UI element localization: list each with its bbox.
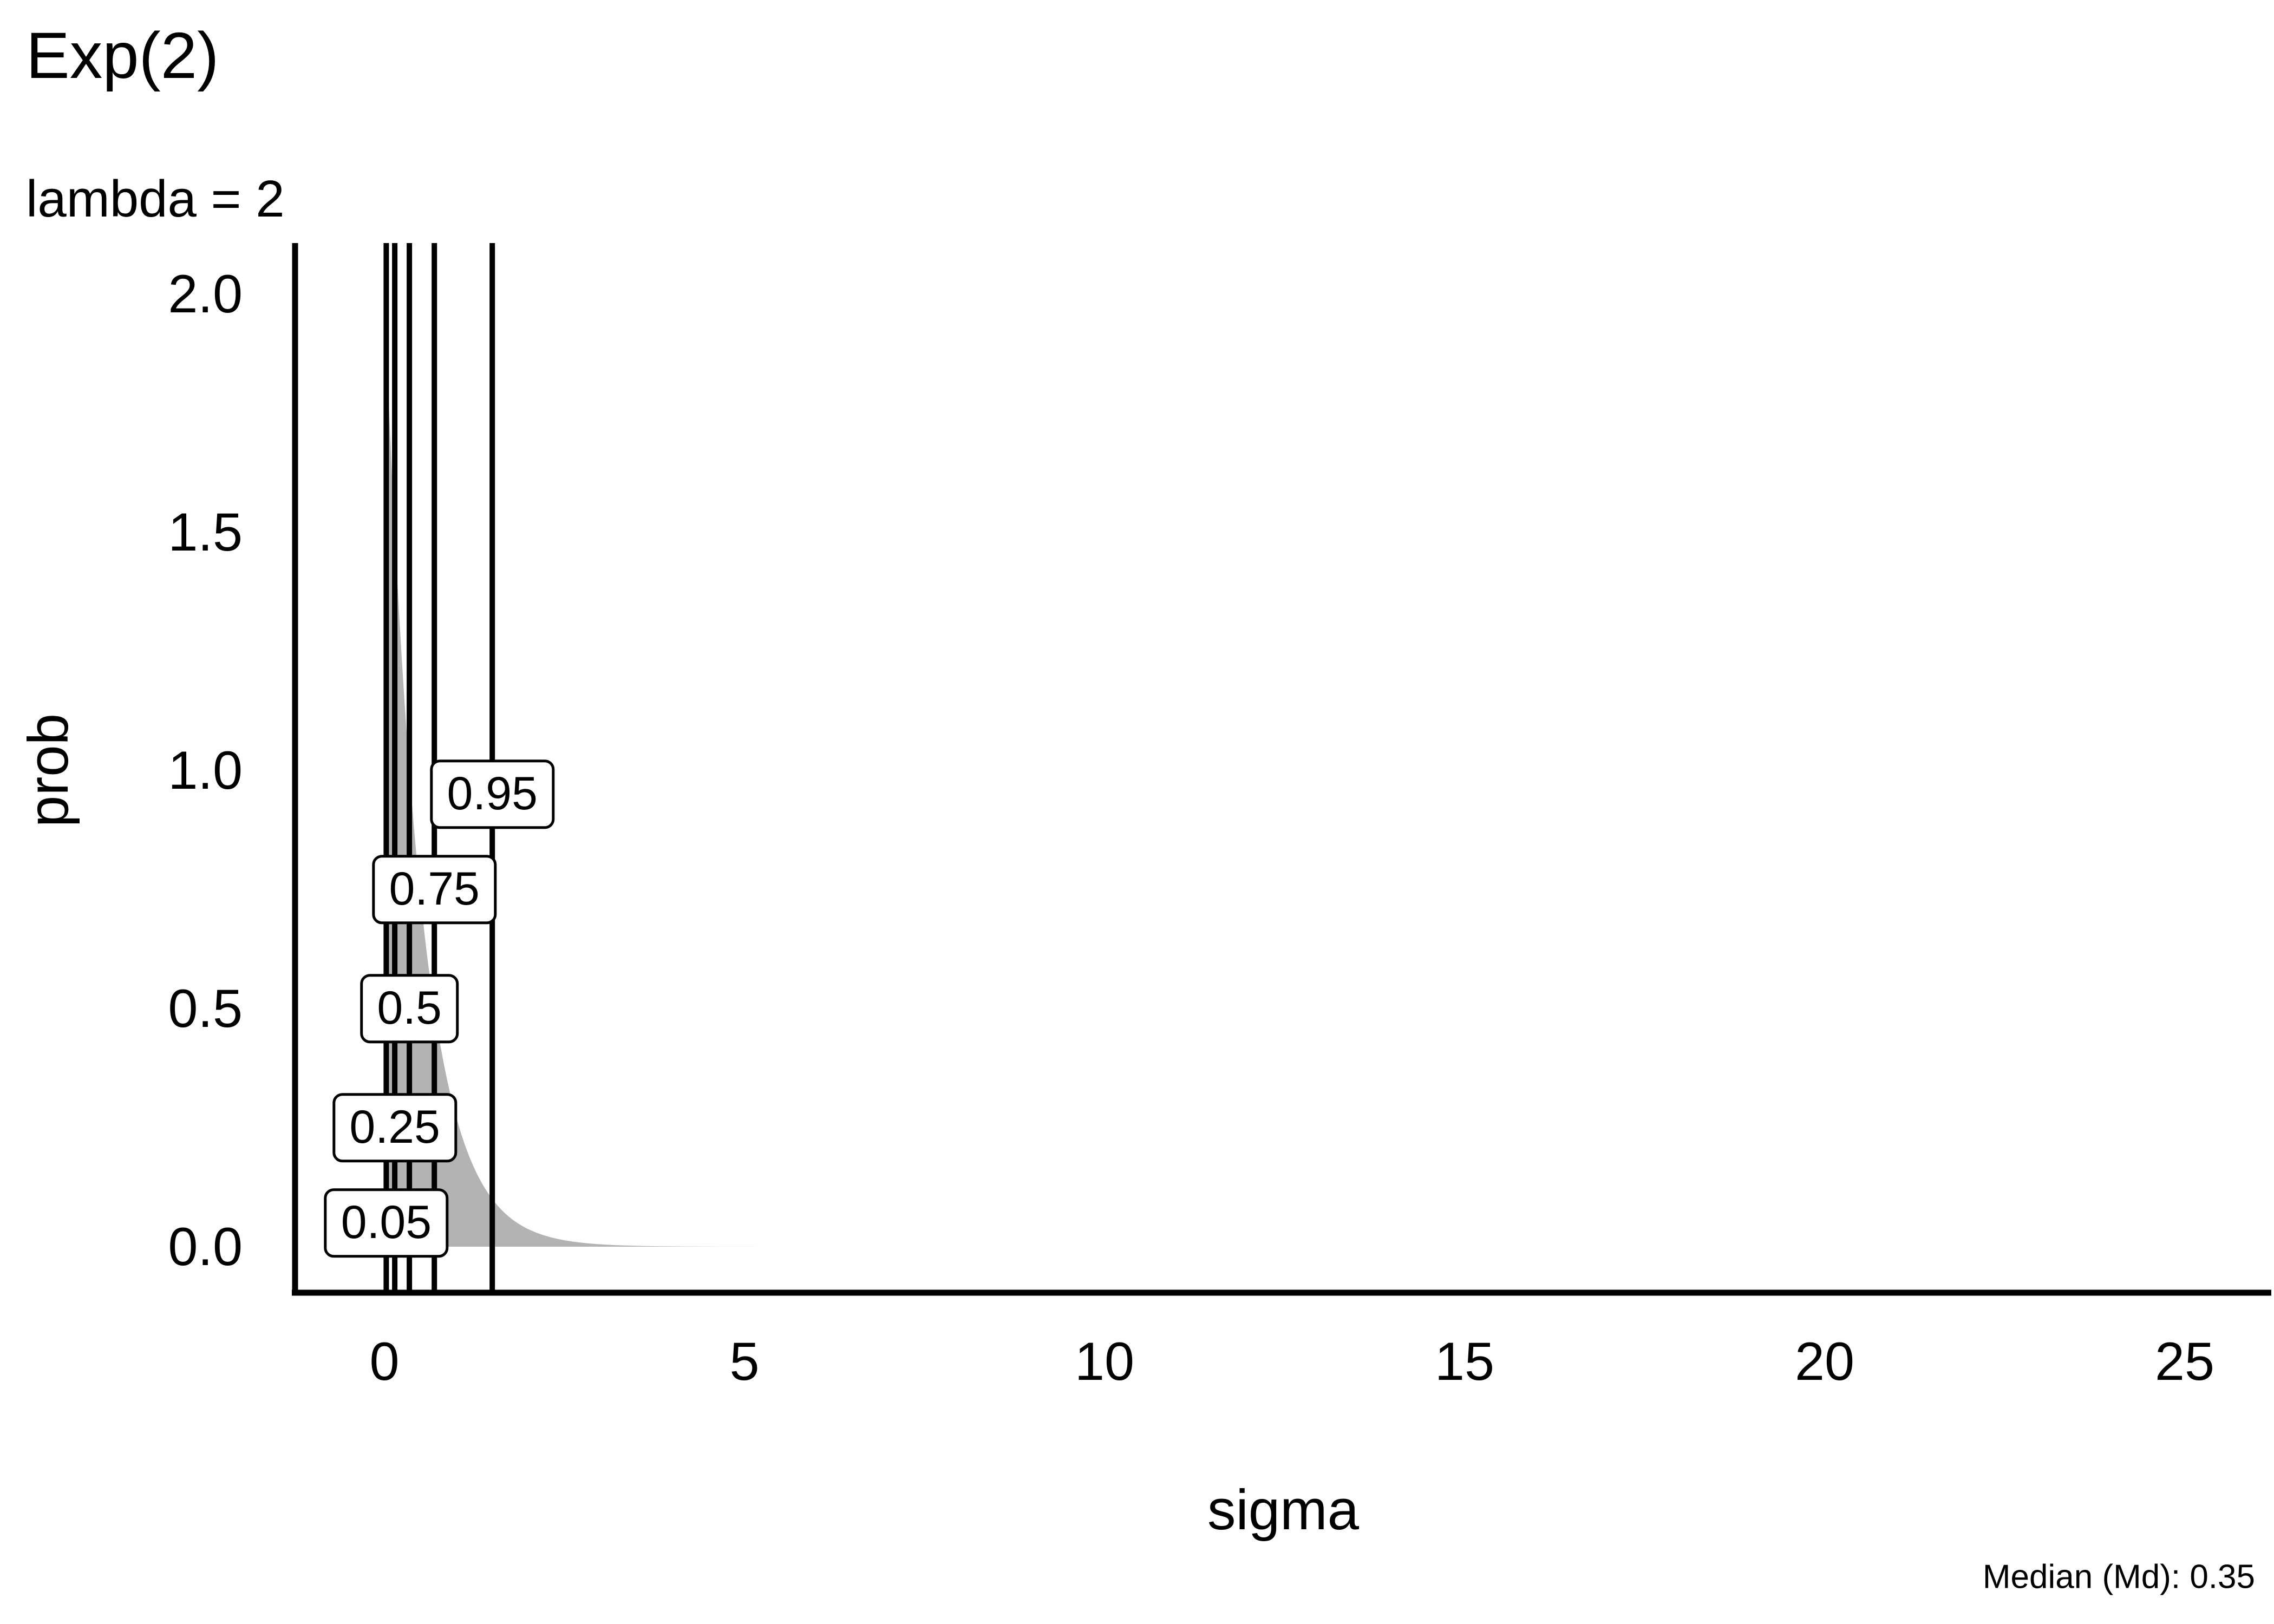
x-tick-10: 10 — [1074, 1331, 1135, 1391]
density-area — [384, 294, 2257, 1247]
x-tick-20: 20 — [1794, 1331, 1855, 1391]
plot-subtitle: lambda = 2 — [26, 170, 285, 228]
quantile-label-0.25: 0.25 — [332, 1093, 457, 1162]
plot-title: Exp(2) — [26, 18, 219, 92]
median-caption: Median (Md): 0.35 — [1982, 1558, 2255, 1596]
quantile-label-0.05: 0.05 — [324, 1188, 449, 1258]
y-tick-0.5: 0.5 — [168, 978, 243, 1038]
quantile-label-0.95: 0.95 — [430, 759, 554, 829]
y-tick-0.0: 0.0 — [168, 1216, 243, 1276]
y-tick-1.0: 1.0 — [168, 740, 243, 800]
x-tick-25: 25 — [2154, 1331, 2215, 1391]
y-tick-1.5: 1.5 — [168, 502, 243, 562]
quantile-label-0.75: 0.75 — [372, 855, 496, 924]
y-tick-2.0: 2.0 — [168, 264, 243, 324]
x-tick-0: 0 — [369, 1331, 400, 1391]
x-axis-title: sigma — [1207, 1478, 1360, 1542]
y-axis-title: prob — [17, 713, 80, 828]
x-tick-5: 5 — [729, 1331, 760, 1391]
quantile-label-0.5: 0.5 — [360, 974, 459, 1043]
x-tick-15: 15 — [1434, 1331, 1495, 1391]
